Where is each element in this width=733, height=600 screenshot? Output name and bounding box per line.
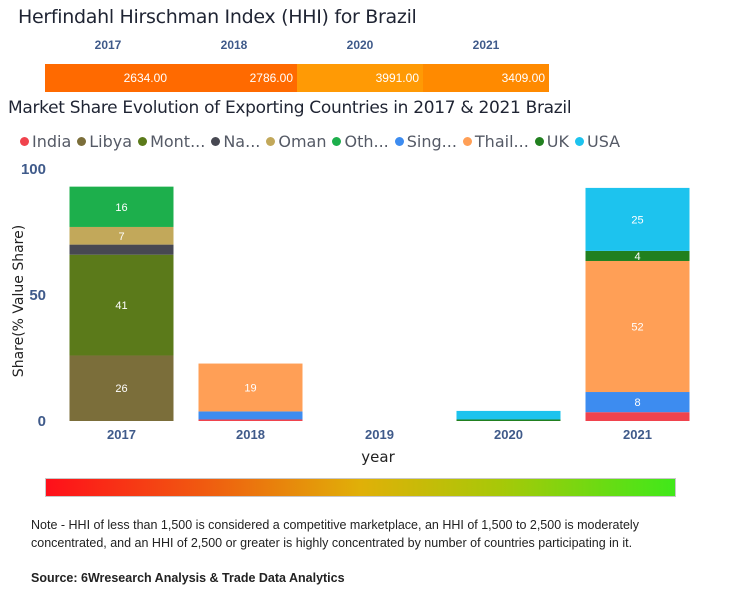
hhi-year-label: 2021 (472, 38, 500, 52)
hhi-color-scale-bar (45, 478, 676, 497)
bar-segment-usa (585, 187, 690, 251)
legend-label: USA (586, 132, 621, 151)
legend-label: Oth... (344, 132, 389, 151)
bar-segment-thailand (585, 260, 690, 393)
legend-label: UK (546, 132, 569, 151)
bar-segment-montenegro (69, 254, 174, 356)
legend-dot-icon (534, 137, 544, 146)
hhi-year-label: 2020 (346, 38, 374, 52)
legend-label: India (32, 132, 72, 151)
data-label: 8 (634, 397, 640, 409)
legend-item[interactable]: Libya (77, 132, 132, 151)
hhi-value-cell[interactable]: 2786.00 (171, 64, 297, 92)
bar-segment-oman (69, 226, 174, 245)
legend-label: Sing... (406, 132, 457, 151)
legend-dot-icon (332, 137, 342, 146)
bar-segment-libya (69, 355, 174, 421)
bar-segment-india (585, 412, 690, 421)
data-label: 26 (115, 383, 127, 395)
x-tick-label: 2021 (623, 427, 652, 442)
legend-item[interactable]: Sing... (394, 132, 457, 151)
x-tick-label: 2020 (494, 427, 523, 442)
data-label: 25 (631, 214, 643, 226)
x-tick-label: 2018 (236, 427, 265, 442)
data-label: 7 (118, 231, 124, 243)
hhi-value-strip: 2634.00 2786.00 3991.00 3409.00 (45, 64, 549, 92)
y-axis-label: Share(% Value Share) (11, 225, 27, 377)
legend-label: Mont... (150, 132, 206, 151)
bar-segment-uk (456, 419, 561, 421)
legend-dot-icon (211, 137, 221, 146)
legend-item[interactable]: Mont... (138, 132, 205, 151)
data-label: 41 (115, 300, 127, 312)
data-label: 4 (634, 251, 640, 263)
legend-label: Thail... (474, 132, 529, 151)
legend-label: Oman (278, 132, 327, 151)
legend-item[interactable]: Thail... (462, 132, 529, 151)
legend-label: Na... (223, 132, 261, 151)
legend-dot-icon (574, 137, 584, 146)
legend-item[interactable]: UK (534, 132, 569, 151)
data-label: 19 (244, 382, 256, 394)
x-axis-label: year (361, 448, 395, 466)
legend-dot-icon (266, 137, 276, 146)
hhi-title: Herfindahl Hirschman Index (HHI) for Bra… (18, 6, 417, 28)
legend-dot-icon (462, 137, 472, 146)
bar-segment-singapore (198, 411, 303, 420)
x-tick-label: 2017 (107, 427, 136, 442)
legend-item[interactable]: Na... (211, 132, 260, 151)
source-text: Source: 6Wresearch Analysis & Trade Data… (31, 571, 345, 585)
legend-item[interactable]: USA (574, 132, 621, 151)
hhi-year-label: 2017 (94, 38, 122, 52)
legend-dot-icon (138, 137, 148, 146)
legend-dot-icon (394, 137, 404, 146)
note-text: Note - HHI of less than 1,500 is conside… (31, 518, 639, 550)
bar-segment-thailand (198, 363, 303, 412)
legend-item[interactable]: India (20, 132, 71, 151)
legend-item[interactable]: Oman (266, 132, 326, 151)
legend-item[interactable]: Oth... (332, 132, 389, 151)
legend-dot-icon (20, 137, 29, 146)
bar-segment-uk (585, 250, 690, 261)
x-tick-label: 2019 (365, 427, 394, 442)
hhi-year-header: 2017 2018 2020 2021 (45, 38, 549, 56)
y-tick-label: 50 (29, 287, 46, 304)
hhi-value-cell[interactable]: 2634.00 (45, 64, 171, 92)
chart-legend: India Libya Mont... Na... Oman Oth... Sing... T… (20, 132, 626, 151)
bar-segment-others (69, 186, 174, 227)
hhi-year-label: 2018 (220, 38, 248, 52)
y-tick-label: 100 (21, 161, 46, 178)
market-share-chart: 0 50 100 Share(% Value Share) 26 41 7 16 2017 19 2… (11, 161, 690, 466)
legend-label: Libya (89, 132, 133, 151)
bar-segment-usa (456, 410, 561, 420)
data-label: 16 (115, 202, 127, 214)
market-share-title: Market Share Evolution of Exporting Coun… (8, 98, 572, 118)
hhi-value-cell[interactable]: 3991.00 (297, 64, 423, 92)
data-label: 52 (631, 322, 643, 334)
bar-segment-india (198, 419, 303, 421)
bar-segment-na (69, 244, 174, 255)
hhi-value-cell[interactable]: 3409.00 (423, 64, 549, 92)
legend-dot-icon (77, 137, 87, 146)
bar-segment-singapore (585, 392, 690, 413)
y-tick-label: 0 (38, 413, 46, 430)
